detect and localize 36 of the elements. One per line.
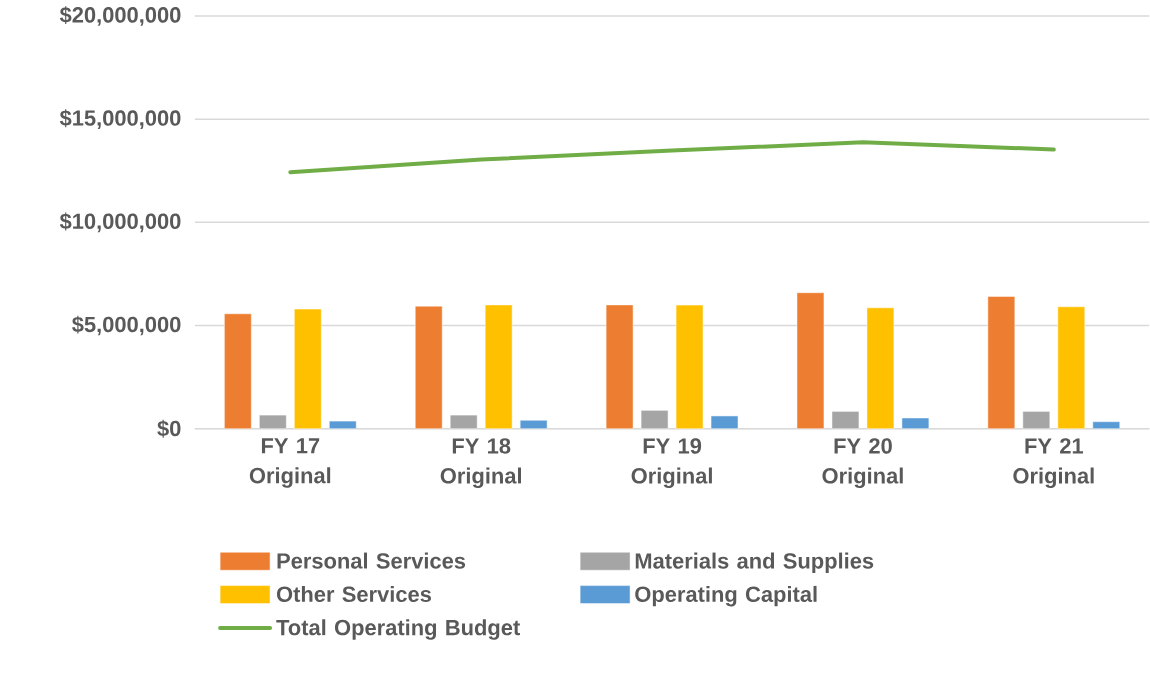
bar — [710, 415, 739, 430]
bar — [987, 296, 1016, 430]
y-tick-label: $10,000,000 — [59, 212, 181, 233]
bar — [519, 420, 548, 430]
bar — [449, 415, 478, 430]
x-tick-label: FY 19 Original — [631, 438, 712, 489]
bar — [414, 306, 443, 430]
legend-label: Personal Services — [277, 552, 466, 569]
y-tick-label: $5,000,000 — [72, 315, 181, 336]
y-tick-label: $15,000,000 — [59, 109, 181, 130]
bar — [675, 305, 704, 430]
x-tick-label: FY 17 Original — [249, 438, 331, 489]
legend-label: Materials and Supplies — [635, 552, 874, 574]
bar — [640, 410, 669, 430]
bar — [831, 411, 860, 430]
bar — [1022, 411, 1051, 430]
bar — [1092, 421, 1121, 430]
bar — [605, 304, 634, 430]
bar — [259, 415, 287, 430]
x-tick-label: FY 21 Original — [1013, 438, 1094, 489]
bar — [796, 292, 825, 430]
x-tick-label: FY 18 Original — [440, 438, 522, 489]
y-tick-label: $0 — [157, 420, 181, 438]
bar — [294, 309, 322, 430]
x-tick-label: FY 20 Original — [822, 438, 903, 489]
legend-label: Total Operating Budget — [276, 619, 520, 640]
y-tick-label: $20,000,000 — [59, 6, 181, 27]
legend-label: Operating Capital — [635, 586, 817, 607]
line-series — [288, 140, 1056, 175]
bar — [866, 307, 895, 430]
bar — [329, 421, 357, 430]
bar — [484, 304, 513, 430]
bar — [1057, 306, 1086, 430]
bar — [224, 313, 252, 430]
legend-label: Other Services — [276, 586, 431, 603]
bar — [901, 417, 930, 430]
